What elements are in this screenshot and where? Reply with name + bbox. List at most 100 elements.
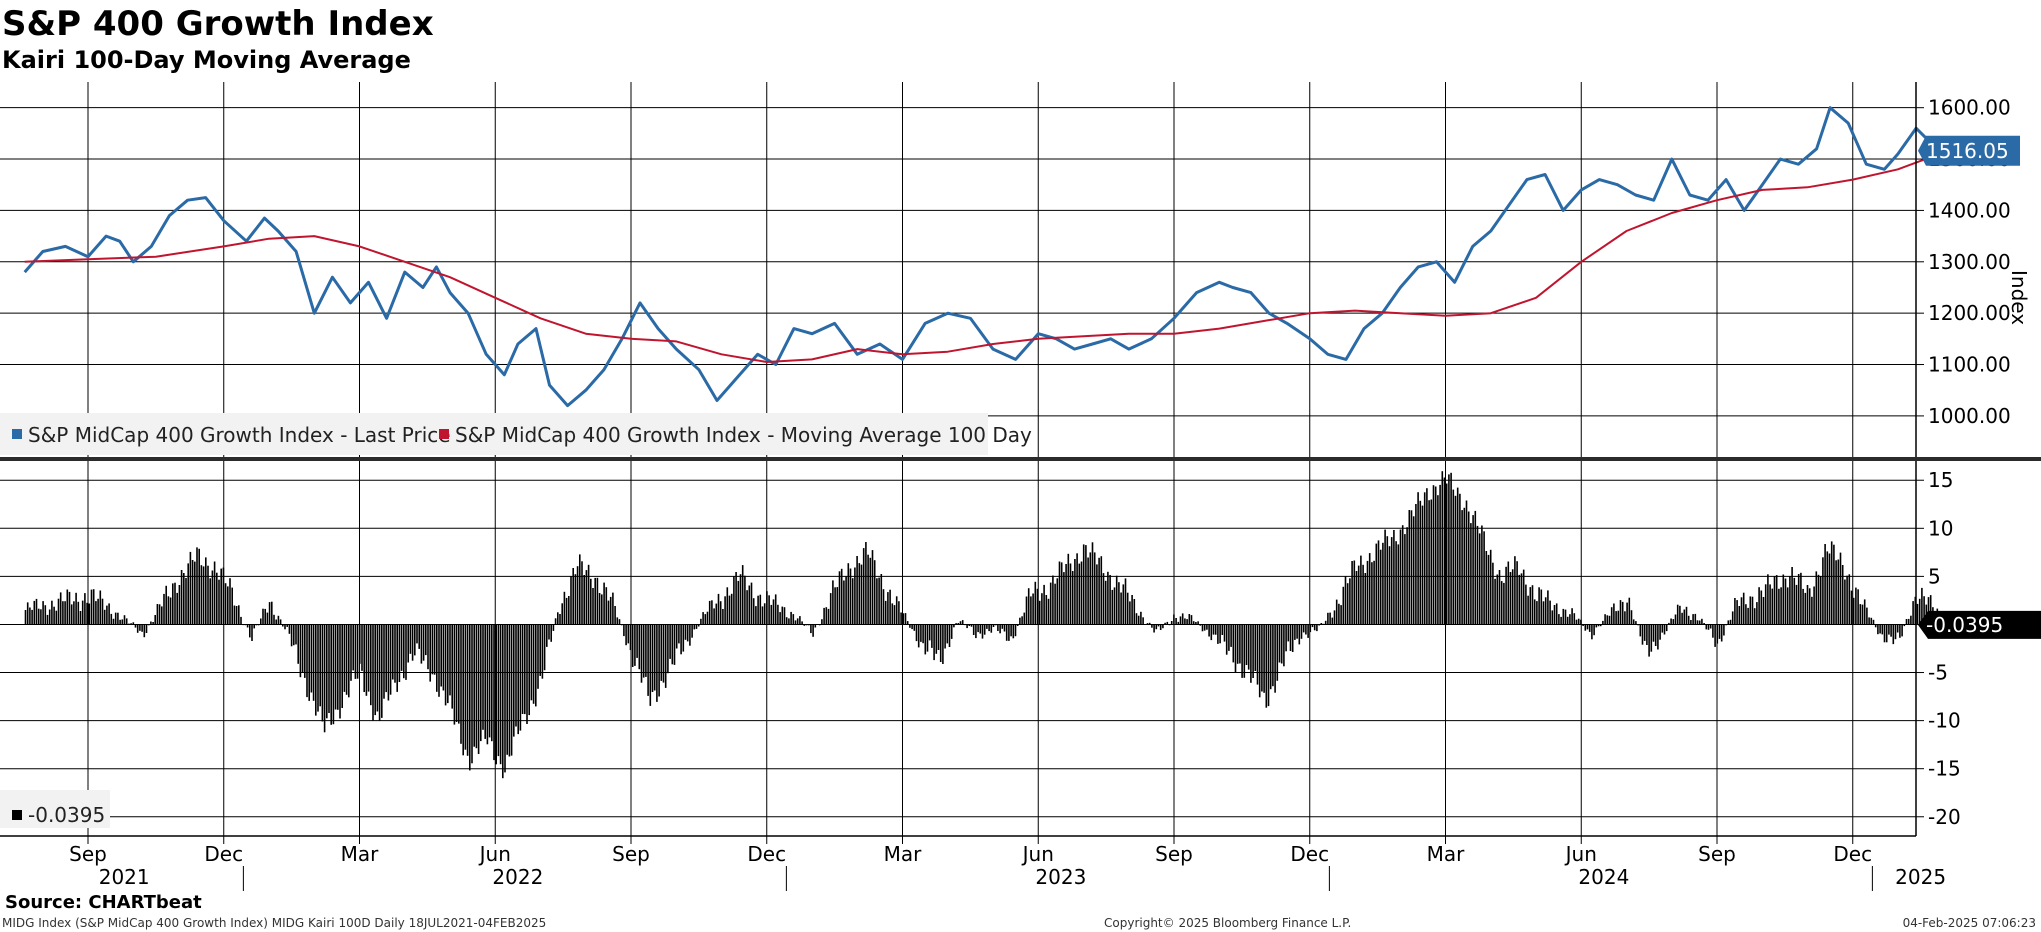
kairi-bar xyxy=(174,582,176,625)
kairi-bar xyxy=(1635,621,1637,625)
kairi-bar xyxy=(1368,553,1371,625)
kairi-bar xyxy=(1129,601,1131,625)
kairi-bar xyxy=(1736,600,1738,625)
kairi-tick-label: 15 xyxy=(1928,468,1953,492)
kairi-bar xyxy=(1093,552,1096,625)
kairi-bar xyxy=(136,624,139,633)
kairi-bar xyxy=(719,601,722,625)
kairi-bar xyxy=(1283,624,1285,667)
kairi-bar xyxy=(603,582,605,625)
kairi-bar xyxy=(1771,588,1774,625)
kairi-bar xyxy=(1885,624,1888,643)
kairi-bar xyxy=(350,624,352,681)
kairi-bar xyxy=(95,601,97,625)
kairi-bar xyxy=(387,624,390,701)
kairi-bar xyxy=(288,624,291,634)
kairi-bar xyxy=(922,624,924,644)
kairi-bar xyxy=(999,624,1001,634)
kairi-bar xyxy=(1100,556,1103,625)
kairi-bar xyxy=(1390,537,1393,625)
kairi-bar xyxy=(1019,617,1021,625)
kairi-bar xyxy=(279,619,282,625)
kairi-bar xyxy=(1912,601,1914,625)
kairi-bar xyxy=(376,624,379,712)
kairi-tick-label: 5 xyxy=(1928,564,1941,588)
kairi-bar xyxy=(1734,598,1736,625)
kairi-bar xyxy=(1555,603,1558,625)
kairi-bar xyxy=(1850,590,1853,625)
kairi-bar xyxy=(750,582,753,625)
kairi-bar xyxy=(1580,619,1582,625)
kairi-bar xyxy=(482,624,484,730)
kairi-bar xyxy=(1212,624,1215,635)
kairi-bar xyxy=(167,596,170,625)
kairi-tick-label: -15 xyxy=(1928,757,1961,781)
kairi-bar xyxy=(1751,596,1754,625)
kairi-bar xyxy=(810,624,812,634)
kairi-bar xyxy=(1705,624,1708,630)
kairi-bar xyxy=(433,624,436,675)
kairi-bar xyxy=(403,624,405,679)
kairi-bar xyxy=(656,624,658,702)
kairi-bar xyxy=(374,624,376,716)
kairi-bar xyxy=(323,624,326,733)
kairi-bar xyxy=(1289,624,1292,651)
kairi-bar xyxy=(156,604,159,625)
kairi-bar xyxy=(1454,495,1457,625)
kairi-bar xyxy=(299,624,302,678)
kairi-bar xyxy=(1151,624,1153,628)
kairi-bar xyxy=(29,607,31,625)
chart-subtitle: Kairi 100-Day Moving Average xyxy=(2,46,411,74)
kairi-bar xyxy=(746,590,748,625)
kairi-bar xyxy=(469,624,471,771)
kairi-bar xyxy=(1560,616,1562,625)
kairi-bar xyxy=(1148,622,1151,625)
kairi-bar xyxy=(1505,566,1507,625)
kairi-bar xyxy=(499,624,502,765)
kairi-bar xyxy=(546,624,548,647)
kairi-bar xyxy=(1274,624,1276,693)
kairi-bar xyxy=(1399,529,1402,625)
kairi-bar xyxy=(176,592,178,625)
kairi-bar xyxy=(26,602,29,625)
kairi-bar xyxy=(1791,567,1793,625)
kairi-bar xyxy=(790,611,792,625)
kairi-bar xyxy=(1597,624,1600,627)
kairi-bar xyxy=(110,613,113,625)
kairi-bar xyxy=(1747,607,1749,625)
kairi-bar xyxy=(1929,595,1932,625)
kairi-bar xyxy=(526,624,528,724)
kairi-bar xyxy=(1397,544,1400,625)
kairi-bar xyxy=(1228,624,1230,651)
kairi-bar xyxy=(1021,616,1023,625)
kairi-bar xyxy=(1131,595,1133,625)
kairi-bar xyxy=(235,606,238,625)
kairi-bar xyxy=(460,624,462,744)
kairi-bar xyxy=(414,624,416,656)
kairi-bar xyxy=(576,566,579,625)
kairi-bar xyxy=(1056,578,1059,625)
panel-separator xyxy=(0,457,2041,461)
kairi-bar xyxy=(1102,573,1105,625)
kairi-bar xyxy=(158,604,161,625)
kairi-bar xyxy=(1476,525,1479,625)
kairi-bar xyxy=(1661,624,1664,633)
kairi-bar xyxy=(893,605,896,625)
kairi-bar xyxy=(671,624,674,665)
kairi-bar xyxy=(1742,592,1745,625)
kairi-bar xyxy=(1153,624,1155,633)
kairi-bar xyxy=(1256,624,1259,685)
kairi-bar xyxy=(411,624,414,661)
kairi-bar xyxy=(1320,623,1323,625)
kairi-bar xyxy=(64,601,66,625)
kairi-bar xyxy=(453,624,456,725)
kairi-bar xyxy=(277,615,280,625)
kairi-bar xyxy=(1870,617,1873,625)
kairi-bar xyxy=(559,614,561,625)
kairi-bar xyxy=(106,605,108,625)
kairi-bar xyxy=(117,612,119,625)
kairi-bar xyxy=(840,568,843,625)
kairi-bar xyxy=(1846,575,1848,625)
kairi-bar xyxy=(728,595,731,625)
kairi-bar xyxy=(233,605,236,625)
